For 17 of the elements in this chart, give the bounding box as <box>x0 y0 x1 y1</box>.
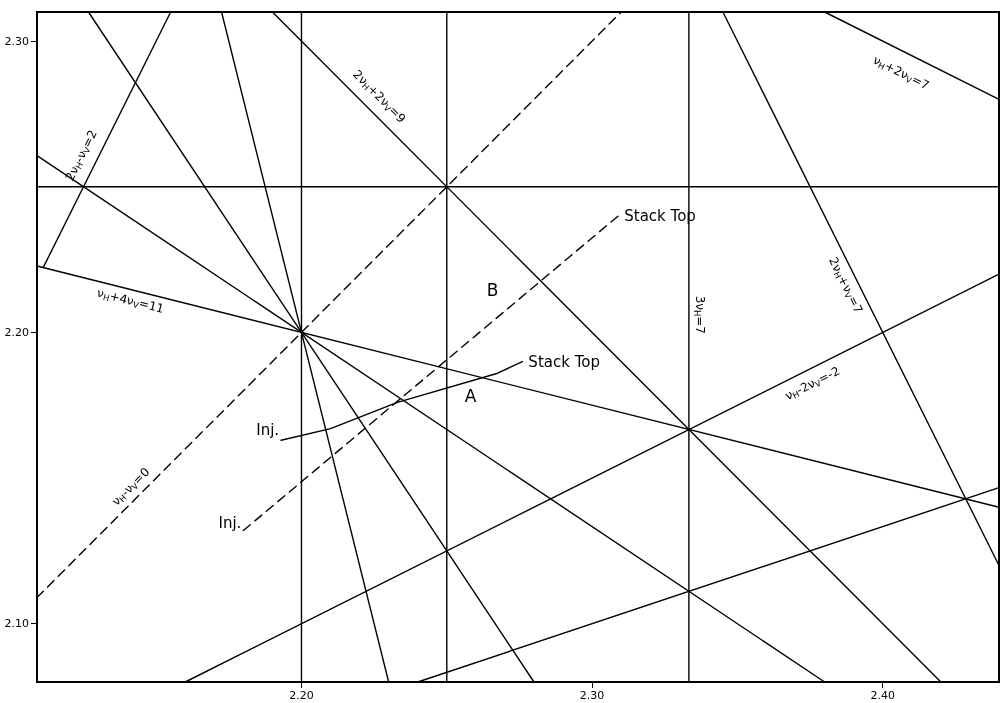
annotation: B <box>486 280 499 300</box>
text: νH+4νV=11 <box>95 285 166 316</box>
x-tick-label: 2.30 <box>579 689 605 702</box>
text: 2νH+νV=7 <box>825 254 866 316</box>
annotation: Inj. <box>218 513 242 532</box>
text: νH-νV=0 <box>109 464 153 509</box>
text: νH+2νV=7 <box>870 52 932 93</box>
y-tick-label: 2.30 <box>4 34 29 48</box>
text: νH-2νV=-2 <box>782 363 843 403</box>
annotation: Inj. <box>256 421 280 440</box>
x-tick-label: 2.20 <box>289 689 314 702</box>
text: 2νH+2νV=9 <box>350 67 409 126</box>
x-tick-label: 2.40 <box>870 689 895 702</box>
annotation: A <box>464 386 477 407</box>
annotation: Stack Top <box>528 352 600 371</box>
y-tick-label: 2.20 <box>4 325 29 339</box>
y-tick-label: 2.10 <box>4 617 29 631</box>
